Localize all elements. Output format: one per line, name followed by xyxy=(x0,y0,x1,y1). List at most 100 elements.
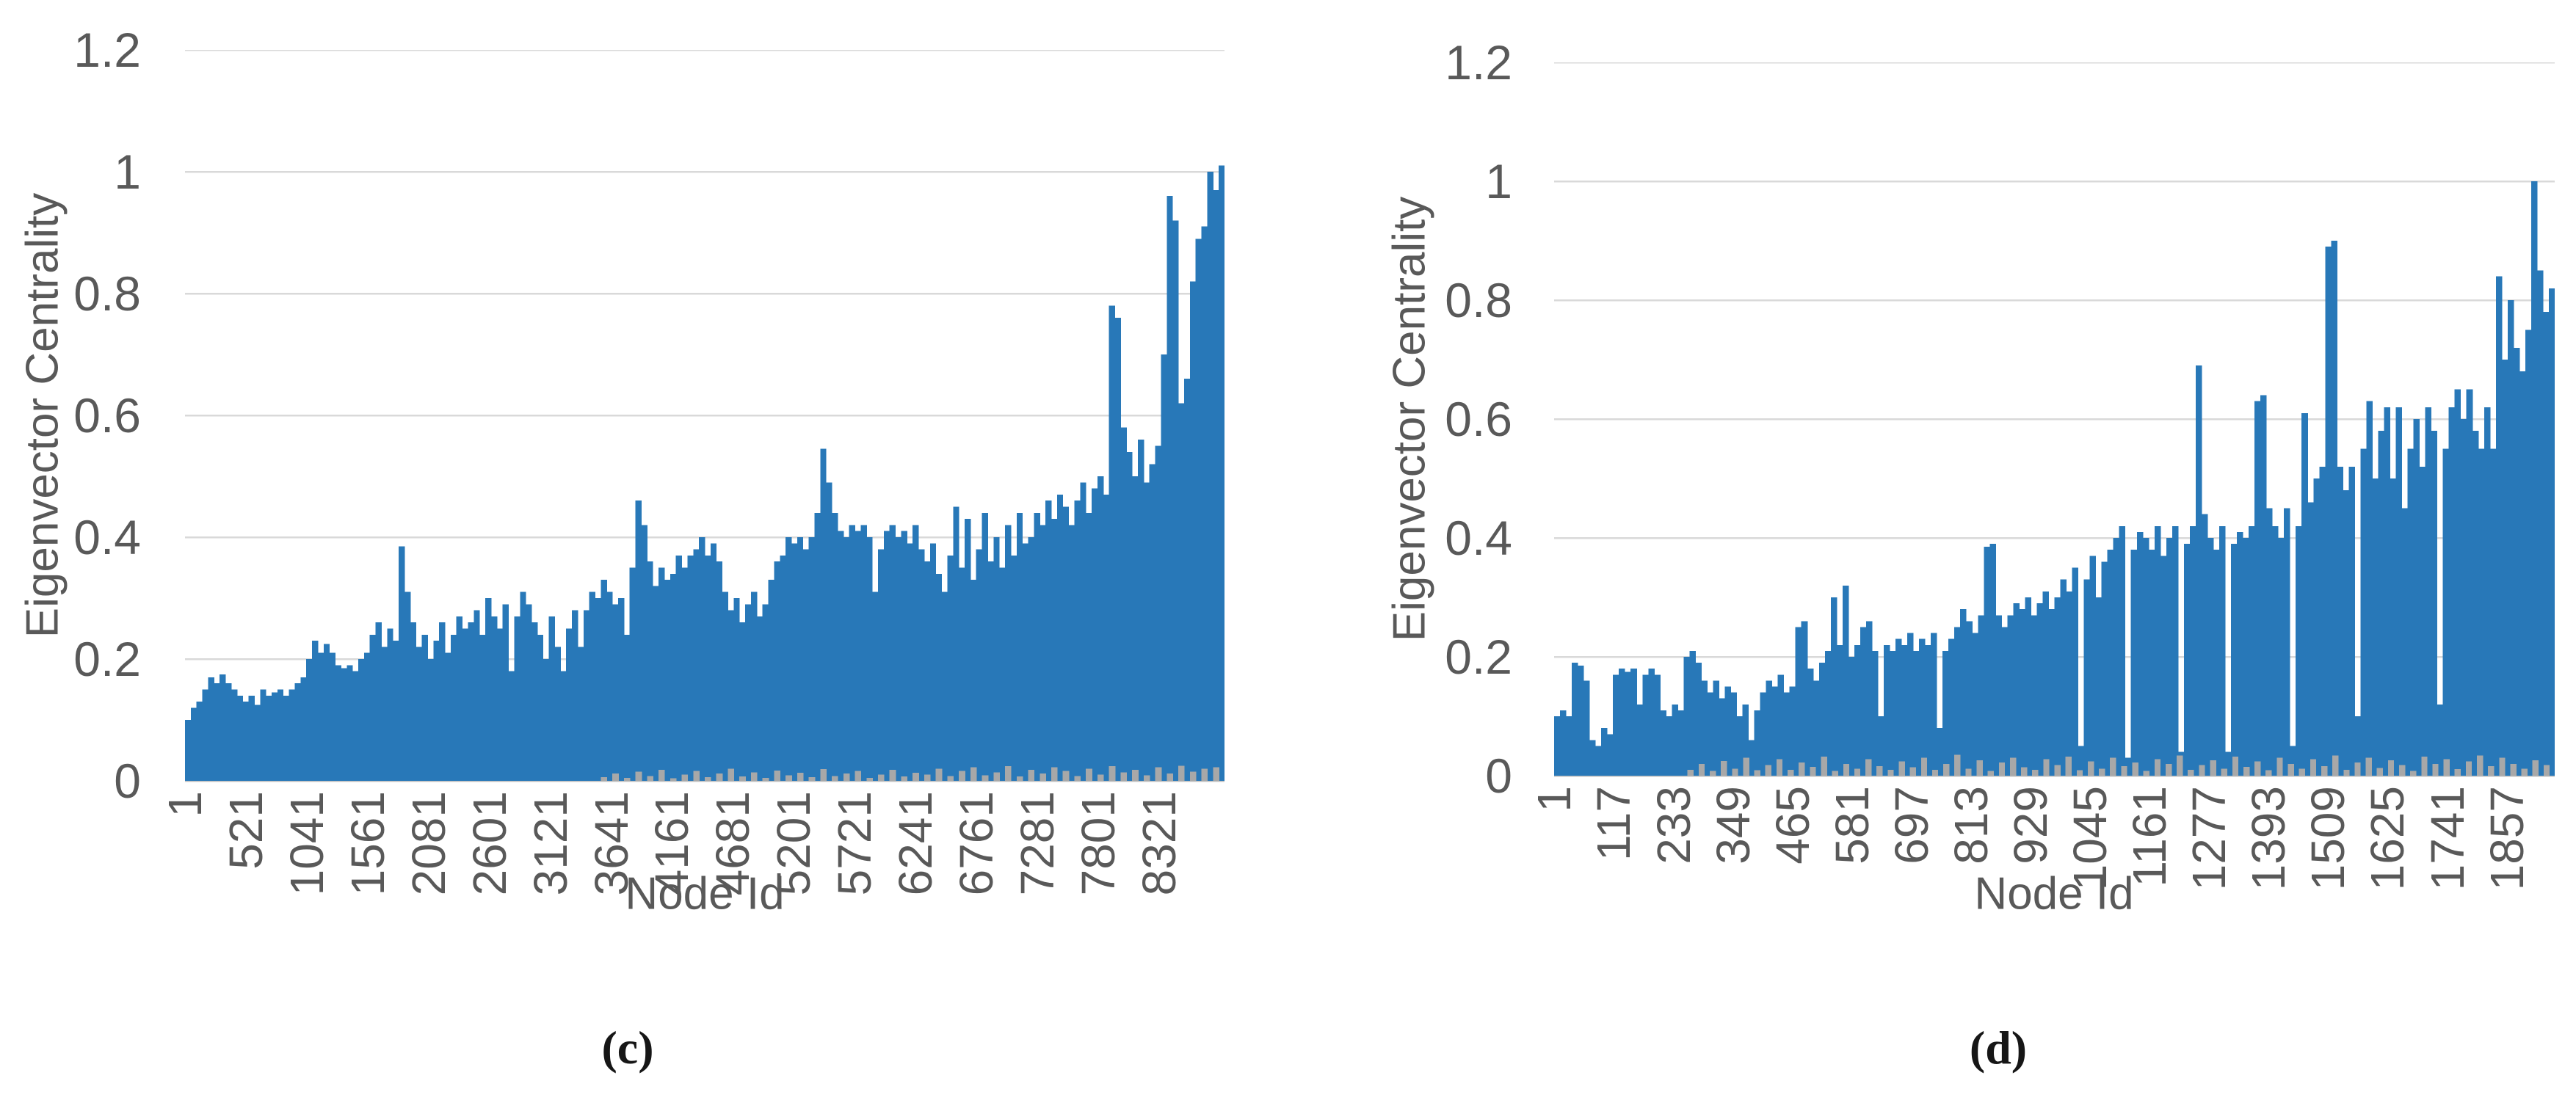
fringe-bar xyxy=(1987,771,1994,776)
fringe-bar xyxy=(1832,771,1838,776)
bar xyxy=(277,689,284,781)
fringe-bar xyxy=(993,772,1000,781)
bar xyxy=(1219,165,1224,781)
bar xyxy=(231,689,238,781)
fringe-bar xyxy=(2454,769,2461,776)
bar xyxy=(1954,627,1961,776)
bar xyxy=(1901,644,1908,776)
bar xyxy=(913,525,919,781)
bar xyxy=(774,561,780,781)
bar xyxy=(1842,585,1849,776)
bar xyxy=(612,604,619,781)
bar xyxy=(843,537,850,781)
bar xyxy=(421,634,428,781)
bar xyxy=(445,652,451,781)
fringe-bar xyxy=(2032,769,2039,776)
bar xyxy=(2413,419,2420,776)
bar xyxy=(294,683,301,781)
fringe-bar xyxy=(1788,769,1794,776)
bar xyxy=(2266,508,2273,776)
bar xyxy=(1925,644,1931,776)
fringe-bar xyxy=(1178,765,1185,781)
bar xyxy=(502,604,509,781)
bar xyxy=(1583,680,1590,776)
bar xyxy=(1578,666,1584,776)
bar xyxy=(1836,644,1843,776)
bar xyxy=(2536,270,2544,776)
bar xyxy=(1736,716,1744,776)
fringe-bar xyxy=(2110,757,2116,776)
bar xyxy=(2260,395,2267,776)
bar xyxy=(358,659,365,781)
fringe-bar xyxy=(601,777,608,781)
bar xyxy=(2213,550,2220,776)
fringe-bar xyxy=(1965,768,1972,776)
bar xyxy=(739,622,746,781)
bar xyxy=(1109,305,1116,782)
bar xyxy=(1051,519,1058,781)
bar xyxy=(802,549,810,781)
bar xyxy=(2160,556,2167,776)
bar xyxy=(1092,488,1098,781)
bar xyxy=(2078,746,2085,776)
bar xyxy=(1607,734,1614,776)
bar xyxy=(2249,525,2255,776)
fringe-bar xyxy=(1062,771,1070,781)
fringe-bar xyxy=(1931,769,1939,776)
bar xyxy=(1907,633,1914,776)
fringe-bar xyxy=(2376,768,2384,776)
x-tick-label: 2601 xyxy=(462,791,516,896)
bar xyxy=(653,586,659,781)
x-tick-label: 1 xyxy=(1528,786,1581,812)
bar xyxy=(1648,669,1655,776)
fringe-bar xyxy=(924,774,931,781)
bar xyxy=(1860,627,1867,776)
bar xyxy=(1890,650,1896,776)
bar xyxy=(1989,544,1996,776)
x-tick-label: 1393 xyxy=(2242,786,2296,891)
bar xyxy=(889,525,896,781)
x-tick-label: 1161 xyxy=(2123,786,2177,887)
fringe-bar xyxy=(2332,755,2339,776)
bar xyxy=(1005,525,1012,781)
bar xyxy=(1913,650,1920,776)
bar xyxy=(1760,692,1767,776)
bar xyxy=(814,512,821,781)
bar xyxy=(260,689,266,781)
bar xyxy=(312,641,319,781)
x-axis-title-d: Node Id xyxy=(1974,868,2134,920)
bar xyxy=(1601,728,1608,776)
x-tick-label: 117 xyxy=(1587,786,1641,862)
fringe-bar xyxy=(623,777,631,781)
bar xyxy=(1613,674,1619,776)
y-tick-label: 0.6 xyxy=(73,388,141,443)
bar xyxy=(306,659,313,781)
bar xyxy=(2478,448,2485,776)
bar xyxy=(1689,650,1696,776)
bar xyxy=(577,647,584,781)
fringe-bar xyxy=(1810,766,1816,776)
x-tick-label: 1 xyxy=(159,791,212,818)
bar xyxy=(1201,226,1208,781)
bar xyxy=(2513,347,2520,776)
bar xyxy=(531,622,538,781)
fringe-bar xyxy=(647,776,653,781)
bar xyxy=(2201,514,2208,776)
fringe-bar xyxy=(1132,770,1139,781)
bar xyxy=(745,604,752,781)
bar xyxy=(2172,525,2179,776)
bar xyxy=(1719,698,1726,776)
bar xyxy=(2095,597,2102,776)
fringe-bar xyxy=(1765,765,1772,776)
fringe-bar xyxy=(2299,768,2306,776)
fringe-bar xyxy=(1687,769,1694,776)
bar xyxy=(479,634,486,781)
bar xyxy=(710,543,717,781)
bar xyxy=(329,652,336,781)
bar xyxy=(2148,550,2155,776)
fringe-bar xyxy=(1943,763,1950,776)
bar xyxy=(2501,360,2508,776)
bar xyxy=(1572,663,1578,776)
fringe-bar xyxy=(1954,754,1961,776)
bar xyxy=(283,695,290,781)
